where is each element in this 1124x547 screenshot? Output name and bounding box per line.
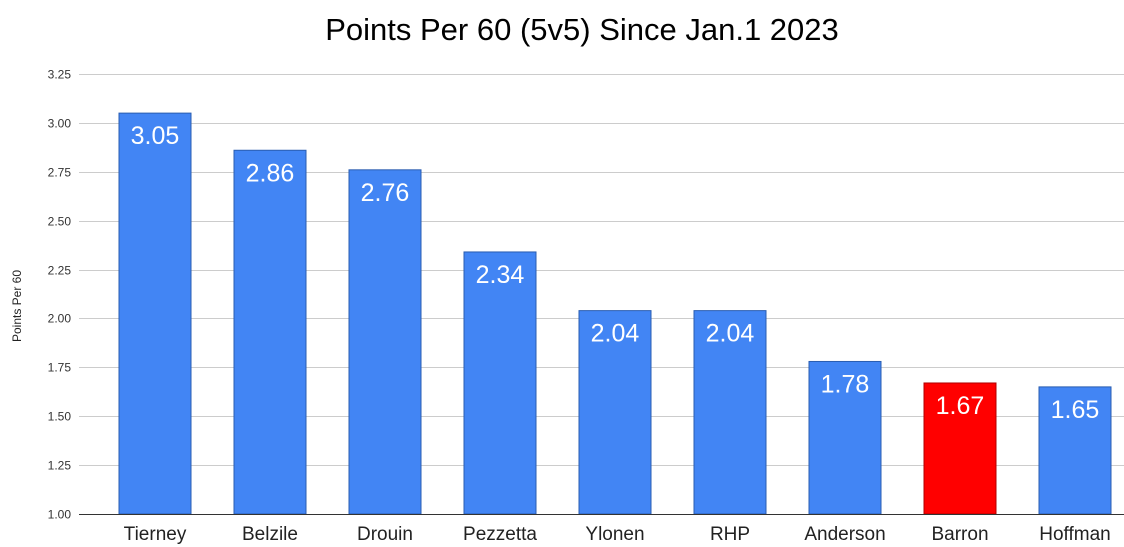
bar-belzile	[233, 149, 307, 515]
data-label-drouin: 2.76	[361, 179, 410, 207]
data-label-rhp: 2.04	[706, 320, 755, 348]
data-label-tierney: 3.05	[131, 122, 180, 150]
y-tick-label: 2.25	[48, 264, 72, 278]
x-tick-label: Anderson	[804, 524, 885, 545]
chart-title: Points Per 60 (5v5) Since Jan.1 2023	[325, 12, 839, 47]
y-tick-label: 2.00	[48, 312, 72, 326]
bar-drouin	[348, 169, 422, 515]
y-axis-ticks: 1.00 1.25 1.50 1.75 2.00 2.25 2.50 2.75 3.00 3.25	[48, 68, 72, 522]
x-tick-label: Hoffman	[1039, 524, 1110, 545]
x-tick-label: RHP	[710, 524, 750, 545]
x-tick-label: Pezzetta	[463, 524, 537, 545]
data-label-pezzetta: 2.34	[476, 261, 525, 289]
y-tick-label: 2.50	[48, 215, 72, 229]
y-tick-label: 3.25	[48, 68, 72, 82]
x-tick-label: Barron	[931, 524, 988, 545]
x-tick-label: Ylonen	[585, 524, 644, 545]
data-label-anderson: 1.78	[821, 370, 870, 398]
x-tick-label: Belzile	[242, 524, 298, 545]
bar-ylonen	[578, 310, 652, 515]
data-label-ylonen: 2.04	[591, 320, 640, 348]
x-tick-label: Drouin	[357, 524, 413, 545]
y-tick-label: 3.00	[48, 117, 72, 131]
data-label-barron: 1.67	[936, 392, 985, 420]
y-tick-label: 1.75	[48, 361, 72, 375]
data-label-belzile: 2.86	[246, 159, 295, 187]
y-axis-label: Points Per 60	[10, 270, 24, 342]
y-tick-label: 1.50	[48, 410, 72, 424]
x-tick-label: Tierney	[124, 524, 187, 545]
bar-pezzetta	[463, 251, 537, 515]
bar-tierney	[118, 112, 192, 515]
bars: 3.05 2.86 2.76 2.34 2.04 2.04 1.78 1.67 1.65	[118, 112, 1112, 515]
y-tick-label: 2.75	[48, 166, 72, 180]
y-tick-label: 1.25	[48, 459, 72, 473]
data-label-hoffman: 1.65	[1051, 396, 1100, 424]
x-axis-ticks: Tierney Belzile Drouin Pezzetta Ylonen RHP And…	[124, 524, 1111, 545]
y-tick-label: 1.00	[48, 508, 72, 522]
